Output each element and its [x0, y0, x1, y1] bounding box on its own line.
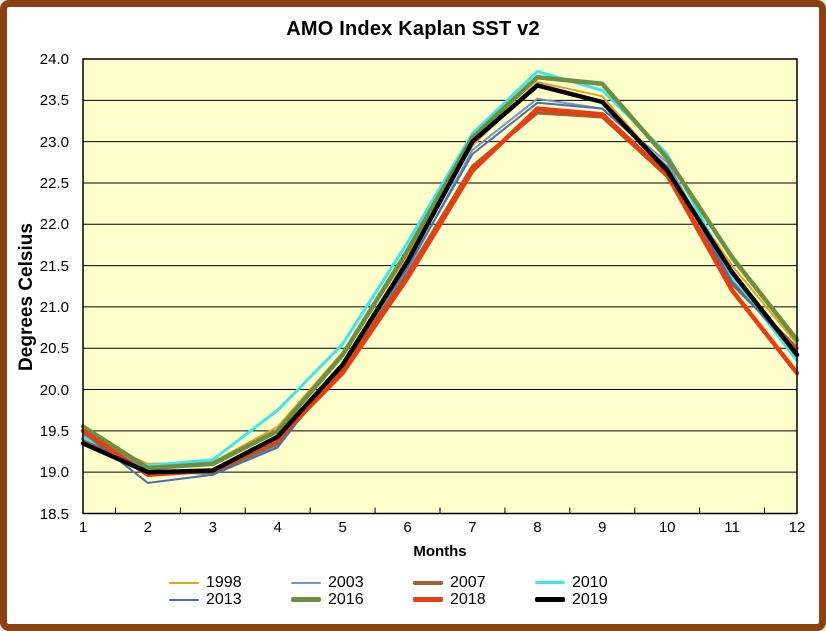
legend-line-swatch-icon — [291, 581, 321, 584]
y-tick-label: 20.0 — [39, 381, 69, 399]
legend: 1998 2003 2007 2010 2013 2016 2018 2019 — [7, 574, 819, 608]
y-tick-label: 23.5 — [39, 92, 69, 110]
x-tick-label: 10 — [658, 519, 676, 536]
legend-row: 2013 2016 2018 2019 — [169, 591, 657, 608]
legend-item-2013: 2013 — [169, 591, 291, 608]
legend-line-swatch-icon — [291, 597, 321, 602]
y-axis-title: Degrees Celsius — [16, 223, 37, 371]
x-axis-title: Months — [413, 543, 467, 560]
x-tick-label: 5 — [338, 519, 347, 536]
series-line-2016 — [80, 74, 800, 471]
y-tick-label: 19.5 — [39, 422, 69, 440]
x-tick-label: 1 — [78, 519, 88, 536]
legend-item-2016: 2016 — [291, 591, 413, 608]
legend-label: 2007 — [450, 574, 486, 591]
x-tick-label: 12 — [788, 519, 806, 536]
legend-label: 2019 — [572, 591, 608, 608]
y-tick-label: 24.0 — [39, 51, 69, 68]
chart-title: AMO Index Kaplan SST v2 — [286, 18, 540, 40]
y-tick-label: 20.5 — [39, 340, 69, 358]
legend-item-1998: 1998 — [169, 574, 291, 591]
plot-area — [83, 59, 797, 514]
y-tick-label: 21.0 — [39, 298, 69, 316]
legend-label: 1998 — [206, 574, 242, 591]
line-chart — [80, 58, 800, 515]
x-tick-label: 6 — [403, 519, 412, 536]
x-tick-label: 8 — [533, 519, 542, 536]
plot-border — [82, 58, 798, 515]
legend-line-swatch-icon — [169, 581, 199, 584]
legend-item-2018: 2018 — [413, 591, 535, 608]
legend-label: 2010 — [572, 574, 608, 591]
legend-line-swatch-icon — [535, 581, 565, 584]
x-tick-label: 3 — [208, 519, 217, 536]
y-tick-label: 22.0 — [39, 216, 69, 234]
legend-item-2007: 2007 — [413, 574, 535, 591]
legend-item-2010: 2010 — [535, 574, 657, 591]
x-tick-label: 4 — [273, 519, 282, 536]
y-tick-label: 22.5 — [39, 174, 69, 192]
x-tick-label: 9 — [598, 519, 607, 536]
y-tick-label: 19.0 — [39, 464, 69, 482]
x-tick-label: 7 — [468, 519, 477, 536]
legend-label: 2013 — [206, 591, 242, 608]
y-tick-label: 21.5 — [39, 257, 69, 275]
legend-line-swatch-icon — [413, 597, 443, 602]
legend-line-swatch-icon — [535, 597, 565, 602]
y-tick-label: 23.0 — [39, 133, 69, 151]
legend-label: 2018 — [450, 591, 486, 608]
y-tick-label: 18.5 — [39, 505, 69, 523]
legend-line-swatch-icon — [169, 598, 199, 601]
legend-item-2003: 2003 — [291, 574, 413, 591]
legend-label: 2016 — [328, 591, 364, 608]
x-tick-label: 11 — [724, 519, 740, 536]
legend-row: 1998 2003 2007 2010 — [169, 574, 657, 591]
legend-line-swatch-icon — [413, 580, 443, 585]
series-line-2019 — [80, 83, 800, 475]
legend-label: 2003 — [328, 574, 364, 591]
x-tick-label: 2 — [143, 519, 153, 536]
legend-item-2019: 2019 — [535, 591, 657, 608]
